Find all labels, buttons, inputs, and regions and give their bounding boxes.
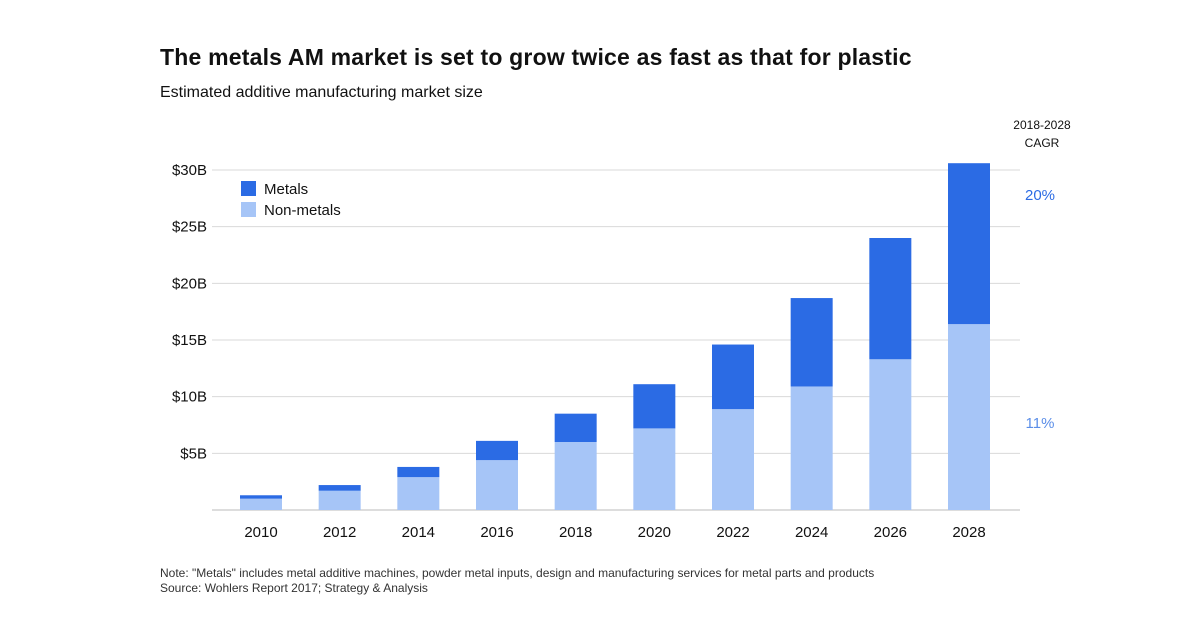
- x-tick-label: 2028: [952, 524, 985, 541]
- footnote: Note: "Metals" includes metal additive m…: [160, 566, 875, 580]
- bar-metals: [633, 384, 676, 429]
- x-tick-label: 2016: [480, 524, 513, 541]
- source-note: Source: Wohlers Report 2017; Strategy & …: [160, 581, 428, 595]
- x-tick-label: 2012: [323, 524, 356, 541]
- chart-footer: Note: "Metals" includes metal additive m…: [160, 566, 874, 596]
- bar-nonmetals: [318, 490, 361, 510]
- legend-swatch: [241, 181, 256, 196]
- x-tick-label: 2026: [874, 524, 907, 541]
- chart-subtitle: Estimated additive manufacturing market …: [160, 84, 483, 101]
- bar-nonmetals: [554, 442, 597, 510]
- bar-nonmetals: [240, 498, 282, 510]
- bar-nonmetals: [476, 460, 518, 510]
- bar-metals: [948, 163, 990, 325]
- bar-metals: [869, 238, 912, 360]
- cagr-nonmetals-value: 11%: [1025, 414, 1055, 432]
- legend-label: Non-metals: [264, 202, 341, 219]
- x-tick-label: 2018: [559, 524, 592, 541]
- bar-metals: [554, 413, 597, 442]
- y-tick-label: $5B: [180, 445, 207, 462]
- legend-swatch: [241, 202, 256, 217]
- bar-nonmetals: [712, 409, 754, 510]
- cagr-metals-value: 20%: [1024, 187, 1056, 205]
- bar-nonmetals: [790, 386, 833, 510]
- y-tick-label: $10B: [172, 389, 207, 406]
- cagr-period: 2018-2028: [1013, 118, 1071, 132]
- x-tick-label: 2010: [244, 524, 277, 541]
- bar-metals: [397, 466, 440, 478]
- y-tick-label: $25B: [172, 219, 207, 236]
- y-tick-label: $15B: [172, 332, 207, 349]
- y-tick-label: $20B: [172, 275, 207, 292]
- bar-metals: [318, 485, 361, 491]
- chart-title: The metals AM market is set to grow twic…: [160, 44, 912, 70]
- cagr-label: CAGR: [1024, 136, 1060, 150]
- y-tick-label: $30B: [172, 162, 207, 179]
- bar-nonmetals: [869, 359, 912, 510]
- bar-nonmetals: [633, 428, 676, 510]
- x-tick-label: 2020: [638, 524, 671, 541]
- bar-metals: [712, 344, 754, 410]
- bar-metals: [240, 495, 282, 499]
- bar-metals: [476, 440, 518, 461]
- bar-nonmetals: [397, 477, 440, 510]
- bar-nonmetals: [948, 324, 990, 510]
- legend-label: Metals: [264, 181, 308, 198]
- bar-metals: [790, 298, 833, 387]
- x-tick-label: 2024: [795, 524, 828, 541]
- cagr-header: 2018-2028 CAGR: [994, 116, 1090, 152]
- x-tick-label: 2022: [716, 524, 749, 541]
- x-tick-label: 2014: [402, 524, 435, 541]
